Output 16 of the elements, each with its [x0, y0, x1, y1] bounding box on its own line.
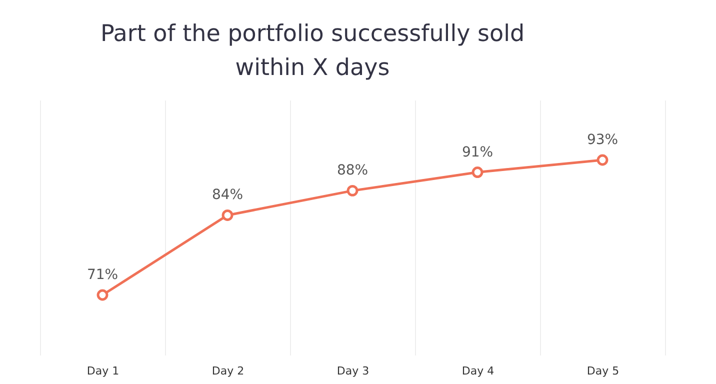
- data-label: 88%: [336, 162, 368, 179]
- point: [222, 210, 234, 221]
- point: [346, 184, 358, 196]
- x-tick-label: Day 4: [462, 364, 494, 378]
- chart-title: Part of the portfolio successfully sold within X days: [100, 21, 525, 81]
- x-tick-label: Day 1: [86, 364, 120, 378]
- data-label: 84%: [212, 187, 244, 204]
- x-tick-label: Day 2: [212, 364, 244, 378]
- x-tick-label: Day 3: [336, 364, 370, 378]
- point: [96, 289, 108, 301]
- data-label: 71%: [86, 267, 118, 283]
- point: [596, 154, 608, 166]
- point: [472, 166, 484, 178]
- data-label: 91%: [462, 144, 494, 160]
- data-label: 93%: [586, 132, 618, 148]
- x-tick-label: Day 5: [586, 364, 620, 378]
